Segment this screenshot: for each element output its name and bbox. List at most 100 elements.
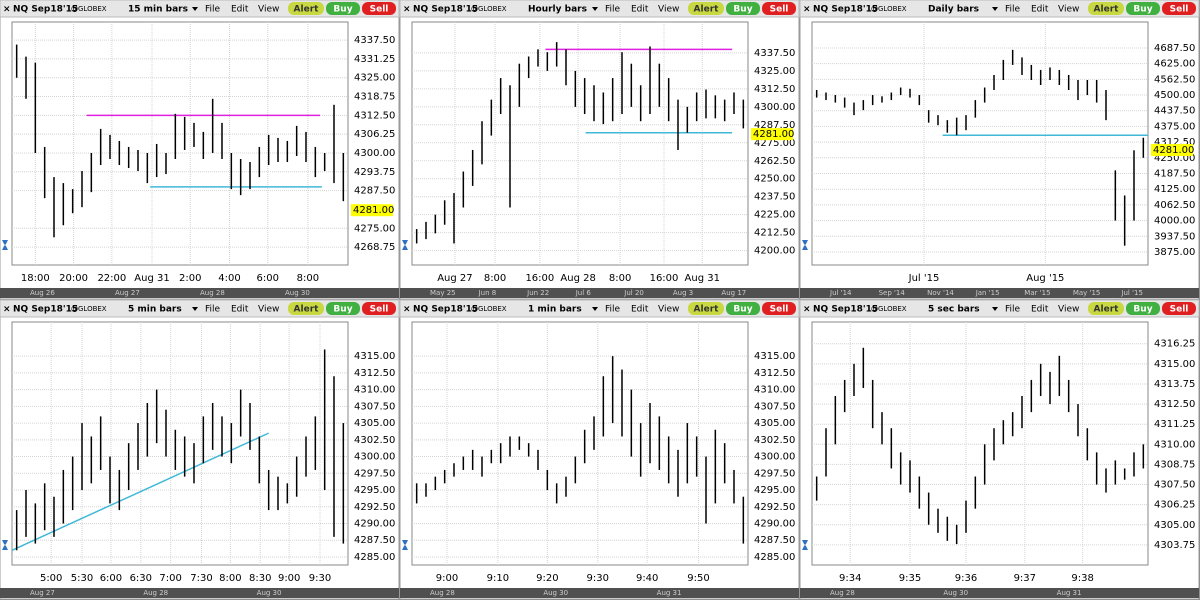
button[interactable] <box>1088 302 1124 315</box>
button[interactable] <box>1162 302 1196 315</box>
button[interactable] <box>688 302 724 315</box>
button[interactable] <box>362 302 396 315</box>
button-label[interactable]: Alert <box>1094 5 1120 15</box>
menu-item[interactable]: File <box>605 5 621 15</box>
button-label[interactable]: Alert <box>294 305 320 315</box>
close-icon[interactable]: × <box>3 5 11 15</box>
close-icon[interactable]: × <box>403 5 411 15</box>
period[interactable]: 1 min bars <box>528 305 582 315</box>
panel-bg <box>0 0 400 300</box>
scroll-icon[interactable] <box>402 540 408 550</box>
menu-item[interactable]: File <box>205 305 221 315</box>
menu-item[interactable]: View <box>658 5 679 15</box>
period[interactable]: 15 min bars <box>128 5 188 15</box>
y-tick-label: 4295.00 <box>354 485 395 496</box>
button[interactable] <box>362 2 396 15</box>
button[interactable] <box>762 302 796 315</box>
y-tick-label: 4300.00 <box>754 102 795 113</box>
plot-frame <box>11 321 349 566</box>
x-tick-label: 16:00 <box>650 273 679 284</box>
button-label[interactable]: Buy <box>333 305 352 315</box>
x-tick-label: Aug 28 <box>560 273 595 284</box>
close-icon[interactable]: × <box>3 305 11 315</box>
x-tick-label: Aug 31 <box>134 273 169 284</box>
button[interactable] <box>1126 302 1160 315</box>
button[interactable] <box>1088 2 1124 15</box>
button-label[interactable]: Sell <box>770 5 789 15</box>
last-price-tag <box>751 128 793 141</box>
menu-item[interactable]: Edit <box>631 305 649 315</box>
button[interactable] <box>726 302 760 315</box>
x-tick-label: 9:30 <box>309 573 331 584</box>
button[interactable] <box>1126 2 1160 15</box>
y-tick-label: 4268.75 <box>354 242 395 253</box>
button[interactable] <box>326 2 360 15</box>
button[interactable] <box>288 302 324 315</box>
y-tick-label: 4250.00 <box>1154 153 1195 164</box>
menu-item[interactable]: View <box>658 305 679 315</box>
symbol: NQ Sep18'15 <box>413 5 478 15</box>
close-icon[interactable]: × <box>403 305 411 315</box>
y-tick-label: 4310.00 <box>754 385 795 396</box>
button-label[interactable]: Sell <box>370 305 389 315</box>
menu-item[interactable]: Edit <box>1031 5 1049 15</box>
period[interactable]: Hourly bars <box>528 5 587 15</box>
button-label[interactable]: Sell <box>1170 5 1189 15</box>
close-icon[interactable]: × <box>803 305 811 315</box>
y-tick-label: 4305.00 <box>754 418 795 429</box>
button[interactable] <box>762 2 796 15</box>
menu-item[interactable]: View <box>1058 5 1079 15</box>
y-tick-label: 4302.50 <box>354 435 395 446</box>
menu-item[interactable]: Edit <box>631 5 649 15</box>
button[interactable] <box>1162 2 1196 15</box>
menu-item[interactable]: File <box>605 305 621 315</box>
menu-item[interactable]: View <box>258 5 279 15</box>
period[interactable]: Daily bars <box>928 5 979 15</box>
button-label[interactable]: Buy <box>733 305 752 315</box>
menu-item[interactable]: View <box>258 305 279 315</box>
button[interactable] <box>288 2 324 15</box>
button-label[interactable]: Buy <box>1133 305 1152 315</box>
navigator-label: Aug 28 <box>430 589 455 597</box>
scroll-icon[interactable] <box>2 240 8 250</box>
navigator-label: Aug 30 <box>943 589 968 597</box>
menu-item[interactable]: File <box>1005 5 1021 15</box>
button[interactable] <box>688 2 724 15</box>
button-label[interactable]: Sell <box>770 305 789 315</box>
menu-item[interactable]: View <box>1058 305 1079 315</box>
scroll-icon[interactable] <box>402 240 408 250</box>
y-tick-label: 4297.50 <box>354 468 395 479</box>
button-label[interactable]: Buy <box>1133 5 1152 15</box>
scroll-icon[interactable] <box>802 540 808 550</box>
button-label[interactable]: Sell <box>370 5 389 15</box>
button[interactable] <box>326 302 360 315</box>
y-tick-label: 4285.00 <box>754 552 795 563</box>
close-icon[interactable]: × <box>803 5 811 15</box>
y-tick-label: 4325.00 <box>354 73 395 84</box>
menu-item[interactable]: File <box>1005 305 1021 315</box>
button-label[interactable]: Buy <box>733 5 752 15</box>
menu-item[interactable]: File <box>205 5 221 15</box>
x-tick-label: 9:00 <box>278 573 300 584</box>
button-label[interactable]: Buy <box>333 5 352 15</box>
button-label[interactable]: Sell <box>1170 305 1189 315</box>
menu-item[interactable]: Edit <box>231 305 249 315</box>
navigator-label: May '15 <box>1073 289 1101 297</box>
button-label[interactable]: Alert <box>694 5 720 15</box>
button-label[interactable]: Alert <box>1094 305 1120 315</box>
button-label[interactable]: Alert <box>694 305 720 315</box>
plot-frame <box>811 321 1149 566</box>
period[interactable]: 5 min bars <box>128 305 182 315</box>
x-tick-label: Aug 31 <box>685 273 720 284</box>
y-tick-label: 4290.00 <box>354 518 395 529</box>
scroll-icon[interactable] <box>802 240 808 250</box>
scroll-icon[interactable] <box>2 540 8 550</box>
menu-item[interactable]: Edit <box>1031 305 1049 315</box>
button[interactable] <box>726 2 760 15</box>
period[interactable]: 5 sec bars <box>928 305 980 315</box>
y-tick-label: 4275.00 <box>354 223 395 234</box>
menu-item[interactable]: Edit <box>231 5 249 15</box>
exchange: @GLOBEX <box>71 305 107 313</box>
button-label[interactable]: Alert <box>294 5 320 15</box>
